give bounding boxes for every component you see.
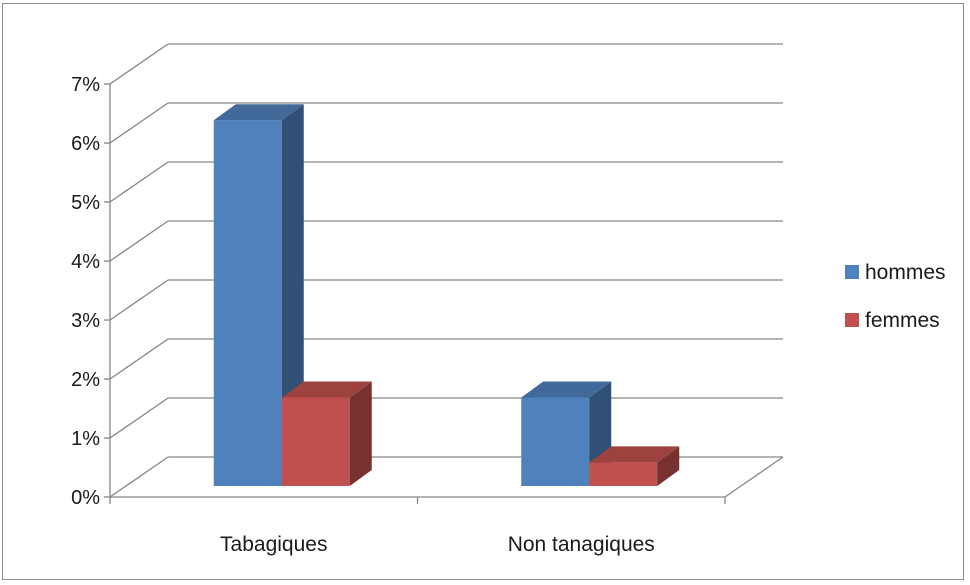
y-tick-label: 5% [71, 192, 100, 214]
gridlines [109, 43, 783, 498]
bar-front [521, 397, 590, 486]
gridline-wall [109, 397, 169, 439]
category-label: Tabagiques [220, 533, 327, 556]
gridline-wall [109, 338, 169, 380]
x-axis-floor [110, 456, 784, 498]
bar-top [281, 381, 372, 398]
legend: hommes femmes [845, 261, 946, 332]
legend-item-femmes: femmes [845, 309, 940, 332]
category-labels: Tabagiques Non tanagiques [220, 533, 655, 556]
bars [213, 104, 680, 486]
bar-side [349, 381, 372, 486]
category-label: Non tanagiques [508, 533, 655, 556]
gridline-wall [109, 102, 169, 144]
gridline-wall [109, 456, 169, 498]
legend-label: hommes [865, 261, 946, 284]
y-tick-label: 1% [71, 428, 100, 450]
bar-front [589, 462, 658, 486]
bar-femmes-0 [281, 381, 372, 486]
gridline-wall [109, 161, 169, 203]
bar-top [213, 104, 304, 121]
y-tick-label: 3% [71, 310, 100, 332]
bar-top [589, 446, 680, 463]
y-tick-label: 6% [71, 133, 100, 155]
bar-femmes-1 [589, 446, 680, 486]
bar-top [521, 381, 612, 398]
gridline-wall [109, 279, 169, 321]
bar-side [657, 446, 680, 486]
legend-item-hommes: hommes [845, 261, 946, 284]
legend-label: femmes [865, 309, 940, 332]
gridline-wall [109, 43, 169, 85]
bar-front [281, 397, 350, 486]
chart-frame [2, 3, 964, 580]
y-tick-label: 0% [71, 487, 100, 509]
gridline-wall [109, 220, 169, 262]
y-tick-label: 7% [71, 74, 100, 96]
legend-swatch [845, 265, 859, 279]
legend-swatch [845, 313, 859, 327]
y-tick-label: 4% [71, 251, 100, 273]
bar-front [213, 120, 282, 486]
y-tick-label: 2% [71, 369, 100, 391]
y-tick-labels: 0% 1% 2% 3% 4% 5% 6% 7% [71, 74, 100, 509]
axes [104, 83, 784, 504]
